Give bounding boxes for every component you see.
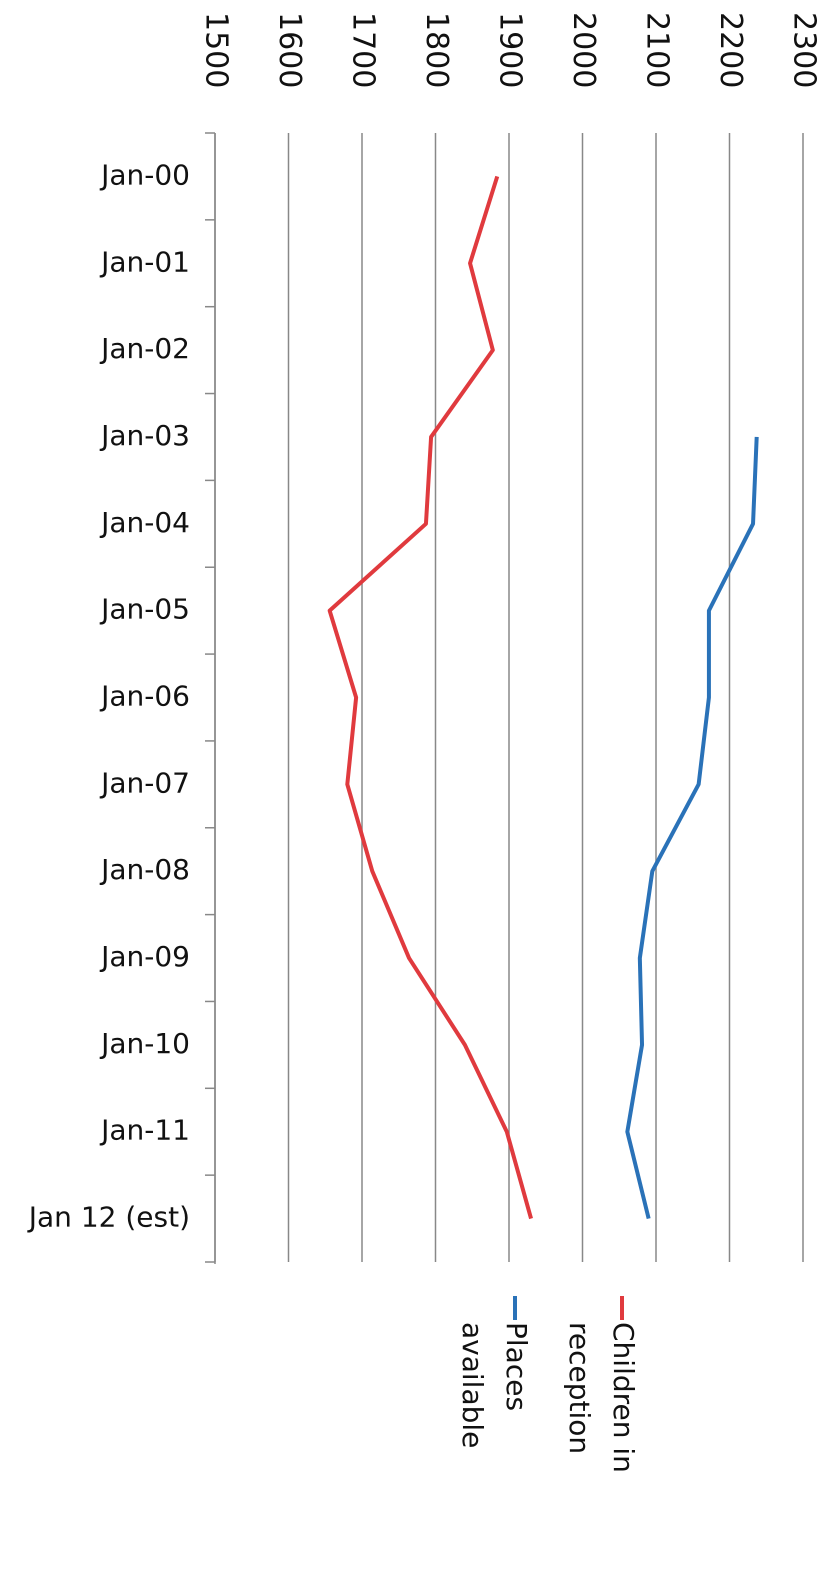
value-tick-label: 2200 <box>713 12 748 88</box>
category-label: Jan-03 <box>99 419 190 452</box>
category-label: Jan-10 <box>99 1027 190 1060</box>
value-tick-label: 1600 <box>272 12 307 88</box>
category-label: Jan-02 <box>99 332 190 365</box>
category-label: Jan-04 <box>99 506 190 539</box>
legend-label: Children inreception <box>563 1322 640 1473</box>
value-tick-label: 2000 <box>566 12 601 88</box>
category-label: Jan-05 <box>99 593 190 626</box>
legend-label: Placesavailable <box>456 1322 533 1448</box>
value-tick-label: 1700 <box>346 12 381 88</box>
value-tick-label: 2300 <box>787 12 822 88</box>
value-tick-label: 1900 <box>493 12 528 88</box>
category-label: Jan-11 <box>99 1114 190 1147</box>
value-tick-label: 1500 <box>199 12 234 88</box>
series-line <box>327 175 533 1220</box>
category-label: Jan-00 <box>99 158 190 191</box>
series-line <box>625 436 759 1220</box>
category-label: Jan-08 <box>99 853 190 886</box>
category-label: Jan-06 <box>99 680 190 713</box>
category-label: Jan-01 <box>99 245 190 278</box>
value-tick-label: 1800 <box>419 12 454 88</box>
category-label: Jan 12 (est) <box>27 1201 190 1234</box>
value-tick-label: 2100 <box>640 12 675 88</box>
category-label: Jan-07 <box>99 766 190 799</box>
category-label: Jan-09 <box>99 940 190 973</box>
